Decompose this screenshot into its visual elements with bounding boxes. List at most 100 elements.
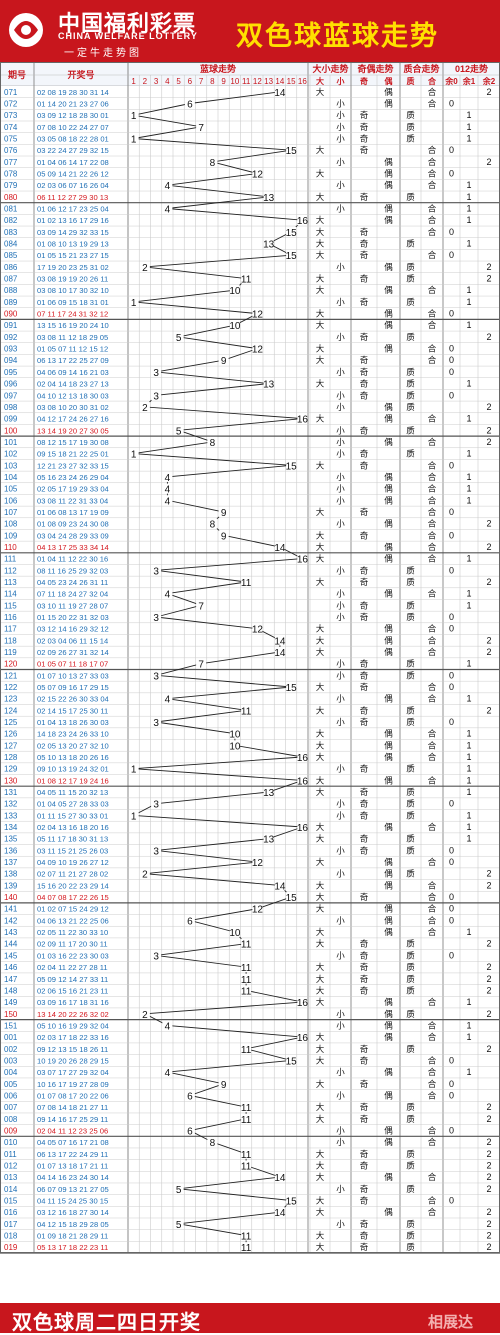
mod-mark: 1 <box>466 775 471 785</box>
blue-point-label: 14 <box>274 1173 286 1184</box>
prime-mark: 质 <box>406 122 415 132</box>
draw-numbers: 04 11 15 24 25 30 15 <box>37 1196 108 1205</box>
blue-point-label: 11 <box>241 275 252 286</box>
blue-axis-tick-12: 12 <box>253 77 262 86</box>
draw-numbers: 06 07 09 13 21 27 05 <box>37 1185 109 1194</box>
prime-mark: 合 <box>428 1090 437 1100</box>
draw-numbers: 05 09 14 21 22 26 12 <box>37 170 109 179</box>
blue-point-label: 11 <box>241 1115 252 1126</box>
issue-number: 094 <box>4 356 18 365</box>
draw-numbers: 01 05 07 11 18 17 07 <box>37 660 108 669</box>
issue-number: 019 <box>4 1243 18 1252</box>
blue-point-bg <box>162 471 173 482</box>
blue-point-label: 16 <box>297 753 309 764</box>
draw-numbers: 02 05 11 22 30 33 10 <box>37 928 108 937</box>
blue-point-label: 14 <box>274 543 286 554</box>
blue-point-bg <box>252 857 263 868</box>
blue-point-bg <box>297 752 308 763</box>
blue-point-bg <box>207 156 218 167</box>
size-mark: 大 <box>316 904 325 914</box>
draw-numbers: 02 04 11 22 27 28 11 <box>37 963 108 972</box>
parity-mark: 偶 <box>384 635 393 645</box>
parity-mark: 偶 <box>384 215 393 225</box>
blue-point-bg <box>263 378 274 389</box>
mod-mark: 1 <box>466 740 471 750</box>
mod-mark: 0 <box>449 670 454 680</box>
issue-number: 140 <box>4 893 18 902</box>
prime-mark: 合 <box>428 99 437 109</box>
size-mark: 小 <box>336 612 345 622</box>
parity-mark: 奇 <box>360 192 369 202</box>
draw-numbers: 03 04 24 28 29 33 09 <box>37 531 109 540</box>
mod-mark: 0 <box>449 612 454 622</box>
prime-mark: 质 <box>406 974 415 984</box>
size-mark: 小 <box>336 659 345 669</box>
parity-mark: 奇 <box>360 985 369 995</box>
blue-point-label: 7 <box>198 123 204 134</box>
parity-mark: 偶 <box>384 87 393 97</box>
mod-mark: 0 <box>449 460 454 470</box>
blue-point-bg <box>241 1113 252 1124</box>
issue-number: 120 <box>4 660 18 669</box>
size-mark: 小 <box>336 110 345 120</box>
blue-point-label: 8 <box>210 520 216 531</box>
parity-mark: 偶 <box>384 729 393 739</box>
prime-mark: 合 <box>428 180 437 190</box>
blue-point-label: 13 <box>263 240 275 251</box>
prime-mark: 合 <box>428 542 437 552</box>
blue-point-label: 16 <box>297 776 309 787</box>
prime-mark: 质 <box>406 1242 415 1252</box>
size-mark: 小 <box>336 845 345 855</box>
parity-mark: 偶 <box>384 169 393 179</box>
prime-mark: 质 <box>406 1160 415 1170</box>
draw-numbers: 07 11 18 24 27 32 04 <box>37 590 108 599</box>
parity-mark: 奇 <box>360 670 369 680</box>
blue-point-bg <box>263 191 274 202</box>
blue-point-bg <box>196 600 207 611</box>
blue-point-label: 10 <box>229 286 241 297</box>
draw-numbers: 05 09 12 14 27 33 11 <box>37 975 108 984</box>
prime-mark: 合 <box>428 624 437 634</box>
mod-mark: 1 <box>466 320 471 330</box>
size-mark: 大 <box>316 355 325 365</box>
draw-numbers: 03 08 19 19 20 26 11 <box>37 275 108 284</box>
prime-mark: 质 <box>406 390 415 400</box>
mod-mark: 0 <box>449 682 454 692</box>
mod-mark: 1 <box>466 787 471 797</box>
issue-number: 072 <box>4 100 18 109</box>
blue-point-label: 2 <box>142 263 148 274</box>
parity-mark: 奇 <box>360 110 369 120</box>
draw-numbers: 14 18 23 24 26 33 10 <box>37 730 109 739</box>
blue-point-bg <box>274 1207 285 1218</box>
blue-point-bg <box>128 810 139 821</box>
parity-mark: 奇 <box>360 682 369 692</box>
blue-point-label: 4 <box>165 496 171 507</box>
blue-point-bg <box>173 425 184 436</box>
prime-mark: 质 <box>406 134 415 144</box>
size-mark: 小 <box>336 1184 345 1194</box>
mod-mark: 0 <box>449 845 454 855</box>
draw-numbers: 05 10 13 18 20 26 16 <box>37 753 109 762</box>
mod-mark: 2 <box>486 1219 491 1229</box>
blue-point-bg <box>252 168 263 179</box>
issue-number: 071 <box>4 88 18 97</box>
blue-point-label: 1 <box>131 298 137 309</box>
blue-point-bg <box>151 670 162 681</box>
draw-numbers: 01 09 18 21 28 29 11 <box>37 1231 108 1240</box>
size-mark: 小 <box>336 262 345 272</box>
blue-point-bg <box>207 1137 218 1148</box>
blue-point-label: 3 <box>153 718 159 729</box>
prime-mark: 合 <box>428 344 437 354</box>
draw-numbers: 03 12 16 18 27 30 14 <box>37 1208 109 1217</box>
draw-numbers: 03 22 24 27 29 32 15 <box>37 146 109 155</box>
blue-point-label: 1 <box>131 135 137 146</box>
draw-numbers: 04 14 16 23 24 30 14 <box>37 1173 109 1182</box>
issue-number: 116 <box>4 613 17 622</box>
draw-numbers: 02 03 04 06 11 15 14 <box>37 636 108 645</box>
draw-numbers: 05 13 17 18 22 23 11 <box>37 1243 108 1252</box>
page-title: 双色球蓝球走势 <box>236 21 439 52</box>
prime-mark: 质 <box>406 600 415 610</box>
issue-number: 096 <box>4 380 18 389</box>
size-mark: 大 <box>316 250 325 260</box>
issue-number: 017 <box>4 1220 18 1229</box>
